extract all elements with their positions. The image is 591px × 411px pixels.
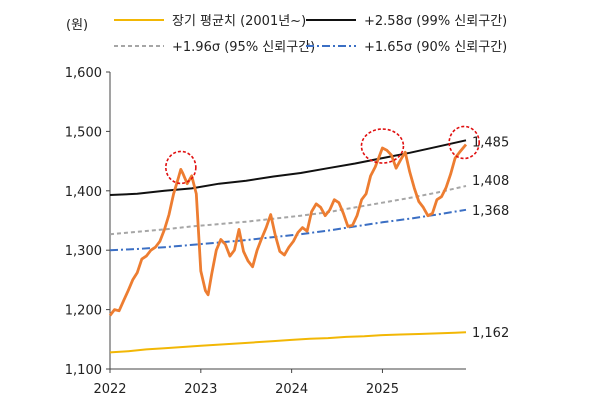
series-line-4 — [108, 143, 468, 317]
legend-swatch-95 — [114, 45, 164, 47]
highlight-circle — [165, 150, 197, 185]
highlight-circle — [360, 128, 405, 164]
x-tick-label: 2023 — [184, 382, 217, 397]
y-tick-label: 1,200 — [65, 304, 102, 319]
legend-label-90: +1.65σ (90% 신뢰구간) — [364, 40, 508, 55]
end-value-label: 1,162 — [472, 326, 509, 341]
x-tick-label: 2025 — [366, 382, 399, 397]
y-tick-label: 1,500 — [65, 125, 102, 140]
series-line-0 — [109, 331, 467, 354]
legend-swatch-long-term-avg — [114, 19, 164, 21]
end-value-label: 1,485 — [472, 135, 509, 150]
series-line-2 — [109, 185, 467, 236]
unit-label: (원) — [66, 18, 89, 33]
y-tick-label: 1,300 — [65, 244, 102, 259]
legend-label-95: +1.96σ (95% 신뢰구간) — [172, 40, 316, 55]
legend-label-99: +2.58σ (99% 신뢰구간) — [364, 14, 508, 29]
x-tick-label: 2022 — [93, 382, 126, 397]
y-tick-label: 1,600 — [65, 66, 102, 81]
y-tick-label: 1,100 — [65, 363, 102, 378]
legend-label-long-term-avg: 장기 평균치 (2001년~) — [172, 14, 307, 29]
series-line-3 — [109, 208, 467, 252]
end-value-label: 1,368 — [472, 204, 509, 219]
highlight-circle — [448, 125, 480, 160]
y-tick-label: 1,400 — [65, 185, 102, 200]
x-tick-label: 2024 — [275, 382, 308, 397]
end-value-label: 1,408 — [472, 174, 509, 189]
legend-swatch-99 — [306, 19, 356, 21]
